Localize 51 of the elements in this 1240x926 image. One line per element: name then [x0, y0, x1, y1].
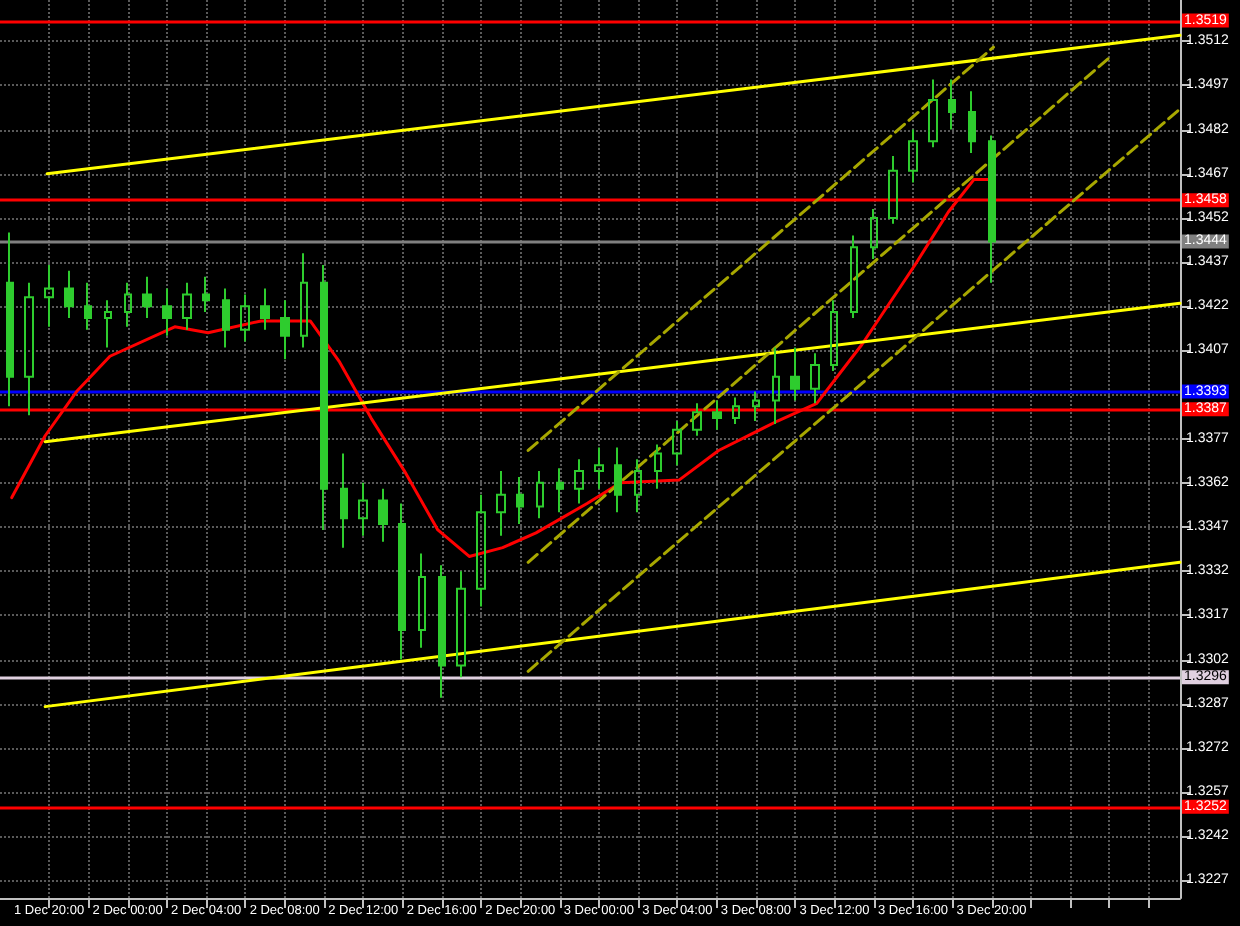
- candlestick: [692, 402, 702, 437]
- candlestick: [300, 252, 308, 349]
- candlestick: [712, 399, 722, 431]
- candlestick: [516, 475, 524, 526]
- candlestick: [574, 458, 584, 505]
- candlestick: [104, 299, 112, 349]
- candlestick: [222, 287, 230, 349]
- candlestick: [456, 570, 466, 679]
- candlestick: [536, 470, 544, 520]
- candlestick: [672, 420, 682, 467]
- candlestick: [654, 443, 662, 490]
- candlestick: [142, 275, 152, 319]
- candlestick: [320, 263, 328, 531]
- candlestick: [830, 299, 838, 372]
- candlestick: [988, 134, 996, 284]
- candlestick: [772, 346, 780, 425]
- candlestick: [378, 487, 388, 543]
- candlestick: [418, 552, 426, 649]
- candlestick: [358, 481, 368, 537]
- candlestick: [6, 231, 14, 408]
- candlestick: [340, 452, 348, 549]
- candlestick: [594, 446, 604, 490]
- candlestick: [634, 458, 642, 514]
- candlestick: [84, 281, 92, 331]
- candlestick: [790, 346, 800, 402]
- candlestick: [732, 396, 740, 425]
- candlestick: [496, 470, 506, 537]
- candlestick: [162, 287, 172, 337]
- candlestick: [240, 293, 250, 343]
- candlestick: [202, 275, 210, 314]
- candlestick: [556, 467, 564, 514]
- candlestick: [124, 281, 132, 328]
- candlestick: [752, 390, 760, 423]
- candlestick: [24, 281, 34, 417]
- candlestick: [438, 564, 446, 699]
- candlestick: [948, 78, 956, 131]
- candlestick: [908, 128, 918, 184]
- candlestick: [888, 155, 898, 225]
- candlestick: [398, 502, 406, 661]
- candlestick: [476, 493, 486, 608]
- candlestick: [44, 263, 54, 328]
- candlestick: [260, 287, 270, 331]
- candlestick: [928, 78, 938, 149]
- candlestick: [850, 234, 858, 319]
- candlestick: [280, 299, 290, 361]
- candlestick: [810, 352, 820, 405]
- candlestick: [182, 281, 192, 331]
- candlestick: [614, 446, 622, 514]
- candlestick: [968, 90, 976, 155]
- candlestick: [64, 269, 74, 319]
- candlestick: [870, 208, 878, 261]
